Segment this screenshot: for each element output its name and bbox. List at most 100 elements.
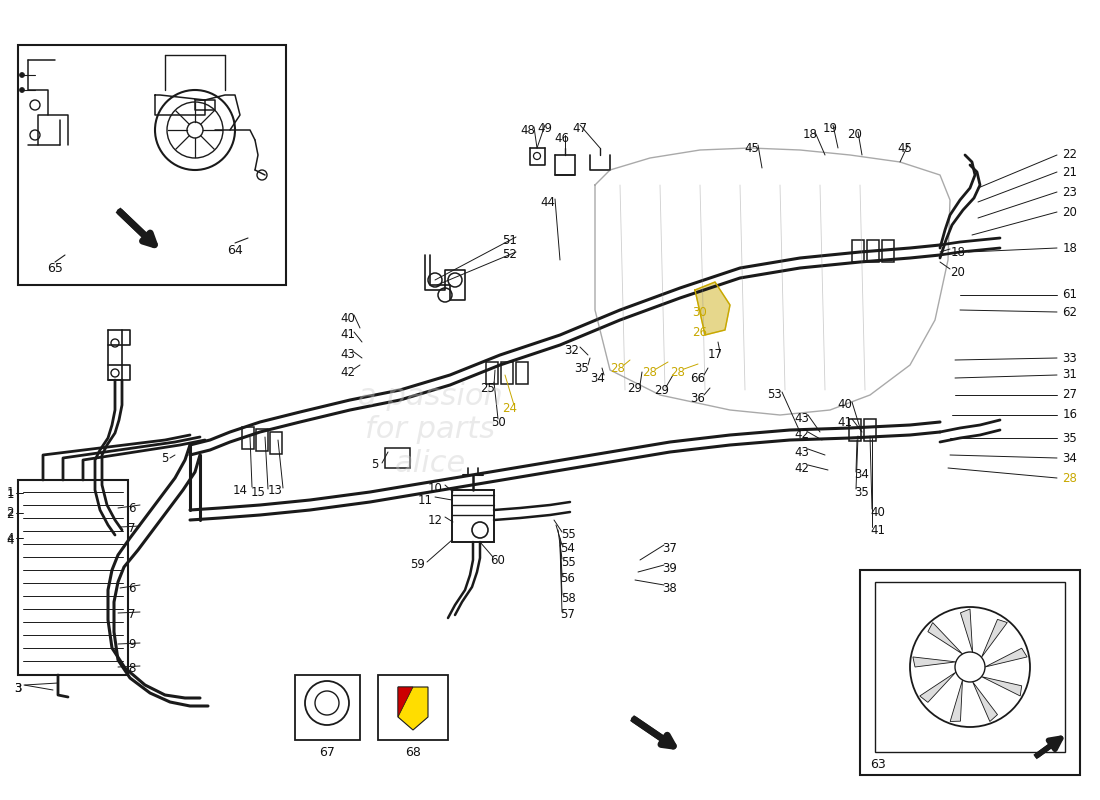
FancyBboxPatch shape (864, 419, 876, 441)
Text: 4: 4 (7, 534, 13, 546)
Circle shape (910, 607, 1030, 727)
Text: 3: 3 (14, 682, 22, 694)
Text: 49: 49 (538, 122, 552, 134)
Circle shape (30, 100, 40, 110)
Text: 30: 30 (693, 306, 707, 318)
Text: 46: 46 (554, 131, 570, 145)
Circle shape (534, 153, 540, 159)
Text: 20: 20 (1063, 206, 1077, 218)
Text: 12: 12 (428, 514, 442, 526)
Polygon shape (928, 622, 962, 654)
Text: 3: 3 (14, 682, 22, 694)
Text: 34: 34 (591, 371, 605, 385)
Text: 57: 57 (561, 609, 575, 622)
Circle shape (167, 102, 223, 158)
Text: 43: 43 (794, 446, 810, 458)
Text: 25: 25 (481, 382, 495, 394)
Text: 35: 35 (855, 486, 869, 498)
Text: 16: 16 (1063, 409, 1078, 422)
Circle shape (315, 691, 339, 715)
FancyBboxPatch shape (867, 240, 879, 262)
Circle shape (472, 522, 488, 538)
Circle shape (30, 130, 40, 140)
Text: 9: 9 (129, 638, 135, 651)
Circle shape (111, 339, 119, 347)
Text: 15: 15 (251, 486, 265, 498)
Text: 6: 6 (129, 582, 135, 594)
Polygon shape (960, 609, 972, 652)
Text: 51: 51 (503, 234, 517, 246)
Text: 18: 18 (1063, 242, 1077, 254)
Text: 40: 40 (837, 398, 852, 411)
Text: 62: 62 (1063, 306, 1078, 318)
Circle shape (257, 170, 267, 180)
FancyBboxPatch shape (882, 240, 894, 262)
Text: 40: 40 (870, 506, 886, 518)
FancyBboxPatch shape (242, 427, 254, 449)
Text: 56: 56 (561, 571, 575, 585)
FancyBboxPatch shape (378, 675, 448, 740)
Text: 64: 64 (227, 243, 243, 257)
FancyBboxPatch shape (860, 570, 1080, 775)
Text: 7: 7 (129, 522, 135, 534)
Text: 66: 66 (691, 371, 705, 385)
Text: 39: 39 (662, 562, 678, 574)
Text: 59: 59 (410, 558, 426, 571)
Text: 35: 35 (1063, 431, 1077, 445)
Circle shape (305, 681, 349, 725)
Circle shape (20, 73, 24, 78)
Text: 42: 42 (794, 429, 810, 442)
Text: 31: 31 (1063, 369, 1077, 382)
Text: 1: 1 (7, 486, 13, 499)
Text: 41: 41 (341, 329, 355, 342)
Text: 36: 36 (691, 391, 705, 405)
Text: 7: 7 (129, 609, 135, 622)
Polygon shape (920, 672, 956, 702)
Text: 67: 67 (319, 746, 334, 758)
Text: 58: 58 (561, 591, 575, 605)
FancyBboxPatch shape (500, 362, 513, 384)
Text: 55: 55 (561, 529, 575, 542)
Text: 11: 11 (418, 494, 432, 506)
Polygon shape (981, 619, 1008, 658)
Text: 28: 28 (642, 366, 658, 378)
Polygon shape (984, 648, 1027, 667)
Polygon shape (972, 682, 998, 722)
Text: 2: 2 (7, 509, 13, 522)
Text: 43: 43 (794, 411, 810, 425)
Text: 44: 44 (540, 195, 556, 209)
Text: 48: 48 (520, 123, 536, 137)
Text: 65: 65 (47, 262, 63, 274)
Text: 29: 29 (654, 383, 670, 397)
Text: 21: 21 (1063, 166, 1078, 178)
Text: 1: 1 (7, 489, 13, 502)
Text: 6: 6 (129, 502, 135, 514)
Text: 22: 22 (1063, 149, 1078, 162)
Text: 10: 10 (428, 482, 442, 494)
FancyBboxPatch shape (256, 429, 268, 451)
Polygon shape (695, 282, 730, 335)
Text: a passion
for parts
alice: a passion for parts alice (358, 382, 503, 478)
Circle shape (155, 90, 235, 170)
Text: 8: 8 (129, 662, 135, 674)
Circle shape (187, 122, 204, 138)
Text: 28: 28 (1063, 471, 1077, 485)
Text: 41: 41 (870, 523, 886, 537)
Circle shape (448, 273, 462, 287)
Text: 37: 37 (662, 542, 678, 554)
Text: 17: 17 (707, 349, 723, 362)
Circle shape (428, 273, 442, 287)
Circle shape (955, 652, 984, 682)
Text: 33: 33 (1063, 351, 1077, 365)
Text: 19: 19 (823, 122, 837, 134)
Text: 34: 34 (855, 469, 869, 482)
Text: 43: 43 (341, 349, 355, 362)
Text: 18: 18 (803, 129, 817, 142)
FancyBboxPatch shape (849, 419, 861, 441)
Polygon shape (913, 657, 956, 667)
Text: 52: 52 (503, 249, 517, 262)
Text: 68: 68 (405, 746, 421, 758)
Text: 50: 50 (491, 415, 505, 429)
FancyBboxPatch shape (295, 675, 360, 740)
Text: 5: 5 (372, 458, 378, 471)
